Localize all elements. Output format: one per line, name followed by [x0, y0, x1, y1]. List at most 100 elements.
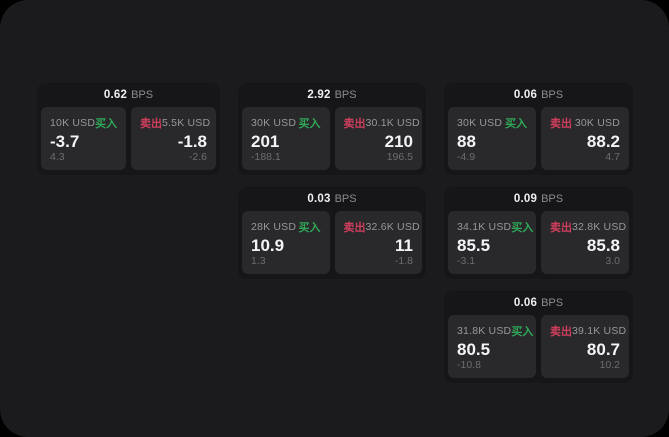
sell-panel-top: 卖出 32.8K USD: [550, 219, 626, 235]
buy-side-label: 买入: [505, 118, 527, 130]
spread-unit: BPS: [334, 193, 357, 205]
buy-side-label: 买入: [511, 222, 534, 234]
sell-delta: -2.6: [188, 151, 207, 163]
buy-size-label: 30K USD: [251, 117, 297, 129]
quote-card: 0.06 BPS 30K USD 买入 88 -4.9 卖出 30K USD 8…: [444, 83, 633, 175]
spread-value: 0.62: [103, 89, 128, 101]
spread-header: 0.06 BPS: [444, 291, 633, 315]
sell-panel-top: 卖出 32.6K USD: [343, 219, 420, 235]
buy-quote-button[interactable]: 34.1K USD 买入 85.5 -3.1: [448, 211, 536, 274]
buy-side-label: 买入: [298, 222, 321, 234]
sell-side-label: 卖出: [550, 326, 572, 338]
buy-delta: 4.3: [50, 151, 65, 163]
quote-body: 28K USD 买入 10.9 1.3 卖出 32.6K USD 11 -1.8: [238, 211, 426, 279]
sell-price: -1.8: [177, 132, 207, 151]
spread-value: 0.03: [307, 193, 331, 205]
sell-size-label: 30.1K USD: [365, 117, 420, 129]
buy-size-label: 30K USD: [457, 117, 503, 129]
buy-delta: 1.3: [251, 255, 266, 267]
buy-price: 85.5: [457, 236, 491, 255]
spread-value: 0.09: [513, 193, 538, 205]
spread-header: 0.09 BPS: [444, 187, 633, 211]
sell-side-label: 卖出: [343, 222, 366, 234]
spread-header: 0.06 BPS: [444, 83, 633, 107]
sell-size-label: 39.1K USD: [572, 325, 627, 337]
buy-delta: -10.8: [457, 359, 481, 371]
spread-unit: BPS: [131, 89, 154, 101]
sell-price: 88.2: [586, 132, 620, 151]
sell-quote-button[interactable]: 卖出 32.8K USD 85.8 3.0: [541, 211, 629, 274]
spread-value: 2.92: [307, 89, 331, 101]
quote-card: 2.92 BPS 30K USD 买入 201 -188.1 卖出 30.1K …: [238, 83, 426, 175]
buy-delta: -4.9: [457, 151, 476, 163]
buy-delta: -188.1: [251, 151, 281, 163]
sell-side-label: 卖出: [550, 222, 572, 234]
sell-quote-button[interactable]: 卖出 32.6K USD 11 -1.8: [334, 211, 422, 274]
sell-delta: 196.5: [386, 151, 413, 163]
sell-quote-button[interactable]: 卖出 5.5K USD -1.8 -2.6: [131, 107, 216, 170]
sell-side-label: 卖出: [343, 118, 366, 130]
buy-price: 201: [251, 132, 280, 151]
sell-price: 85.8: [586, 236, 620, 255]
sell-delta: -1.8: [394, 255, 413, 267]
buy-panel-top: 34.1K USD 买入: [457, 219, 533, 235]
buy-quote-button[interactable]: 30K USD 买入 201 -188.1: [242, 107, 330, 170]
buy-quote-button[interactable]: 30K USD 买入 88 -4.9: [448, 107, 536, 170]
buy-size-label: 28K USD: [251, 221, 297, 233]
buy-size-label: 31.8K USD: [457, 325, 512, 337]
spread-header: 0.62 BPS: [37, 83, 220, 107]
buy-size-label: 10K USD: [50, 117, 96, 129]
sell-delta: 4.7: [605, 151, 620, 163]
quote-card: 0.09 BPS 34.1K USD 买入 85.5 -3.1 卖出 32.8K…: [444, 187, 633, 279]
buy-panel-top: 10K USD 买入: [50, 115, 117, 131]
quote-body: 31.8K USD 买入 80.5 -10.8 卖出 39.1K USD 80.…: [444, 315, 633, 383]
buy-quote-button[interactable]: 31.8K USD 买入 80.5 -10.8: [448, 315, 536, 378]
spread-unit: BPS: [541, 297, 564, 309]
quote-body: 30K USD 买入 201 -188.1 卖出 30.1K USD 210 1…: [238, 107, 426, 175]
spread-unit: BPS: [541, 89, 564, 101]
sell-size-label: 30K USD: [574, 117, 620, 129]
spread-value: 0.06: [513, 297, 538, 309]
buy-side-label: 买入: [95, 118, 118, 130]
spread-unit: BPS: [334, 89, 357, 101]
buy-delta: -3.1: [457, 255, 476, 267]
sell-size-label: 32.6K USD: [365, 221, 420, 233]
buy-panel-top: 30K USD 买入: [251, 115, 321, 131]
spread-header: 0.03 BPS: [238, 187, 426, 211]
sell-delta: 3.0: [605, 255, 620, 267]
sell-quote-button[interactable]: 卖出 39.1K USD 80.7 10.2: [541, 315, 629, 378]
sell-price: 80.7: [586, 340, 620, 359]
sell-size-label: 32.8K USD: [572, 221, 627, 233]
quote-body: 34.1K USD 买入 85.5 -3.1 卖出 32.8K USD 85.8…: [444, 211, 633, 279]
sell-price: 210: [384, 132, 413, 151]
sell-price: 11: [395, 236, 413, 255]
spread-header: 2.92 BPS: [238, 83, 426, 107]
buy-size-label: 34.1K USD: [457, 221, 512, 233]
sell-panel-top: 卖出 30.1K USD: [343, 115, 420, 131]
buy-panel-top: 30K USD 买入: [457, 115, 527, 131]
quote-body: 10K USD 买入 -3.7 4.3 卖出 5.5K USD -1.8 -2.…: [37, 107, 220, 175]
buy-price: 88: [457, 132, 476, 151]
sell-delta: 10.2: [599, 359, 620, 371]
buy-quote-button[interactable]: 28K USD 买入 10.9 1.3: [242, 211, 330, 274]
buy-panel-top: 28K USD 买入: [251, 219, 321, 235]
sell-panel-top: 卖出 39.1K USD: [550, 323, 626, 339]
sell-quote-button[interactable]: 卖出 30K USD 88.2 4.7: [541, 107, 629, 170]
buy-price: 10.9: [251, 236, 285, 255]
sell-panel-top: 卖出 30K USD: [550, 115, 620, 131]
quote-card: 0.62 BPS 10K USD 买入 -3.7 4.3 卖出 5.5K USD…: [37, 83, 220, 175]
spread-unit: BPS: [541, 193, 564, 205]
sell-quote-button[interactable]: 卖出 30.1K USD 210 196.5: [334, 107, 422, 170]
buy-quote-button[interactable]: 10K USD 买入 -3.7 4.3: [41, 107, 126, 170]
buy-price: 80.5: [457, 340, 491, 359]
spread-value: 0.06: [513, 89, 538, 101]
buy-price: -3.7: [50, 132, 80, 151]
sell-side-label: 卖出: [140, 118, 162, 130]
sell-size-label: 5.5K USD: [162, 117, 211, 129]
quote-card: 0.03 BPS 28K USD 买入 10.9 1.3 卖出 32.6K US…: [238, 187, 426, 279]
buy-side-label: 买入: [511, 326, 534, 338]
buy-panel-top: 31.8K USD 买入: [457, 323, 533, 339]
sell-side-label: 卖出: [550, 118, 572, 130]
quote-body: 30K USD 买入 88 -4.9 卖出 30K USD 88.2 4.7: [444, 107, 633, 175]
